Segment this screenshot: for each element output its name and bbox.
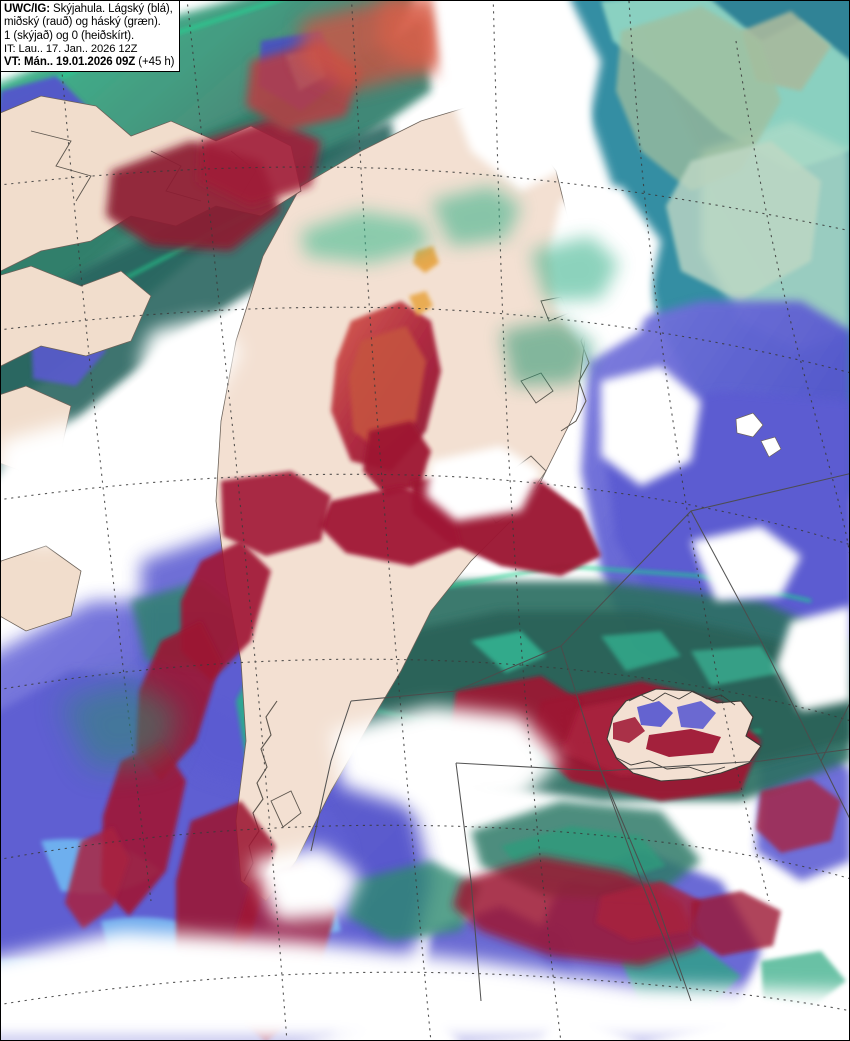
info-line-valid-time: VT: Mán.. 19.01.2026 09Z (+45 h) [4, 56, 176, 69]
forecast-area-boundaries [310, 473, 849, 1002]
info-line-init-time: IT: Lau.. 17. Jan.. 2026 12Z [4, 42, 138, 55]
info-line-title: UWC/IG: Skýjahula. Lágský (blá), [4, 3, 176, 16]
info-title-rest: Skýjahula. Lágský (blá), [49, 3, 173, 15]
forecast-info-box: UWC/IG: Skýjahula. Lágský (blá), miðský … [1, 1, 180, 73]
valid-time-label: VT: [4, 56, 21, 69]
info-source-label: UWC/IG: [4, 3, 50, 15]
info-line-scale: 1 (skýjað) og 0 (heiðskírt). [4, 29, 135, 42]
valid-time-lead: (+45 h) [135, 56, 175, 69]
valid-time-value: Mán.. 19.01.2026 09Z [20, 56, 136, 69]
iceland-landmass [606, 688, 762, 782]
info-line-layers: miðský (rauð) og háský (græn). [4, 16, 161, 29]
cloud-wisps [61, 186, 619, 769]
small-islands [735, 412, 782, 458]
